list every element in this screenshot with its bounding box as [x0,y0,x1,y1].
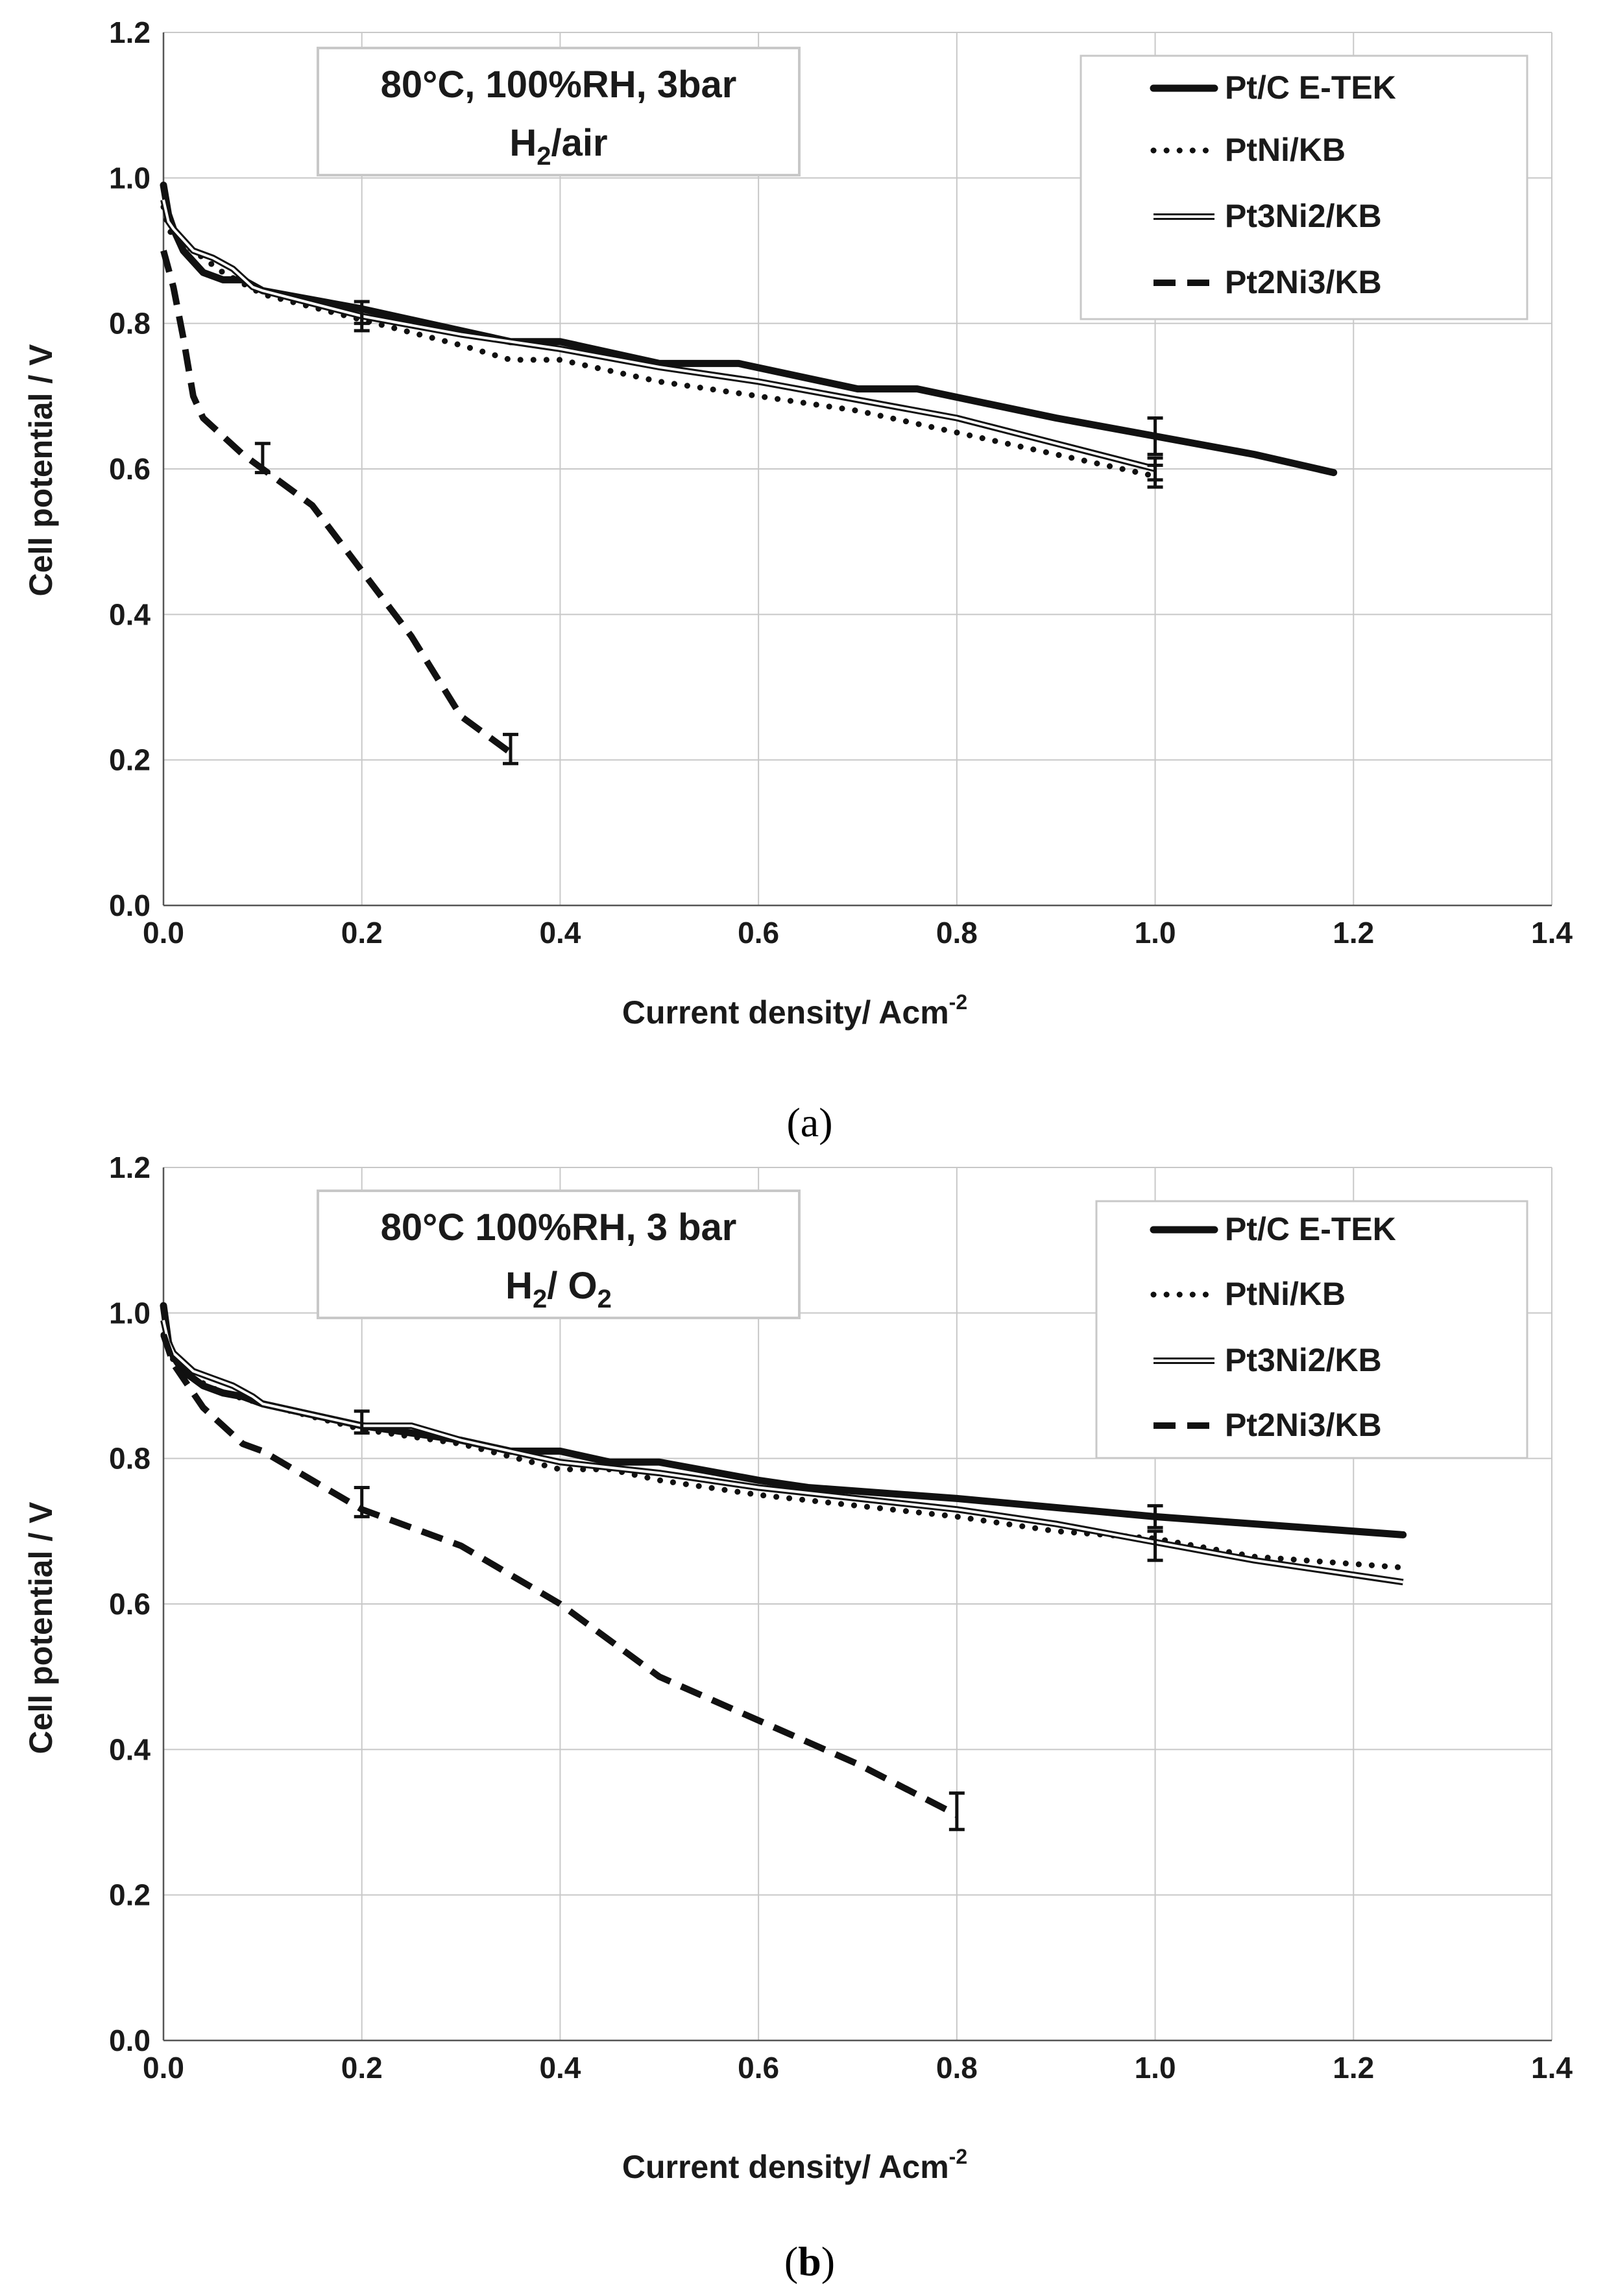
error-bar [1147,456,1163,482]
error-bars [254,300,1163,765]
y-tick-label: 0.0 [109,889,151,922]
error-bar [503,732,518,765]
y-tick-label: 1.0 [109,161,151,195]
x-tick-label: 1.4 [1531,916,1573,950]
x-tick-label: 1.2 [1333,2051,1374,2085]
x-tick-label: 0.2 [341,916,383,950]
x-tick-label: 0.4 [539,2051,581,2085]
series-line-pt2ni3-kb [160,1333,959,1818]
x-axis-label: Current density/ Acm-2 [622,2145,967,2185]
y-tick-label: 0.4 [109,1732,151,1766]
legend: Pt/C E-TEK PtNi/KB Pt3Ni2/KB Pt2Ni3/KB [1080,54,1528,320]
x-tick-label: 0.8 [936,2051,978,2085]
y-tick-label: 0.8 [109,1442,151,1476]
legend-label: Pt2Ni3/KB [1225,264,1382,300]
y-tick-label: 1.0 [109,1296,151,1330]
error-bar [354,1486,370,1518]
conditions-line-1: 80°C 100%RH, 3 bar [381,1206,737,1249]
error-bar [948,1791,965,1832]
legend-label: Pt/C E-TEK [1225,69,1396,106]
x-tick-label: 1.0 [1135,916,1176,950]
x-tick-label: 1.2 [1333,916,1374,950]
legend-label: Pt2Ni3/KB [1225,1407,1382,1443]
x-tick-label: 0.2 [341,2051,383,2085]
legend-label: Pt3Ni2/KB [1225,1342,1382,1378]
error-bars [354,1409,1163,1832]
y-tick-label: 0.8 [109,307,151,341]
error-bar [1147,1504,1163,1529]
y-tick-label: 0.2 [109,1878,151,1912]
tick-labels: 0.0 0.2 0.4 0.6 0.8 1.0 1.2 1.4 0.0 0.2 0.4 0.6 0.8 1… [109,16,1573,950]
series-line-ptni-kb [160,204,1159,479]
panel-caption-a: (a) [786,1099,832,1145]
x-tick-label: 0.6 [738,2051,779,2085]
y-axis-label: Cell potential / V [23,344,59,597]
y-tick-label: 0.6 [109,1587,151,1621]
x-tick-label: 0.4 [539,916,581,950]
series-line-pt2ni3-kb [160,250,513,756]
x-tick-label: 0.0 [143,2051,184,2085]
y-tick-label: 0.6 [109,452,151,486]
legend: Pt/C E-TEK PtNi/KB Pt3Ni2/KB Pt2Ni3/KB [1095,1200,1528,1459]
series-line-pt3ni2-kb [160,1319,1404,1586]
tick-labels: 0.0 0.2 0.4 0.6 0.8 1.0 1.2 1.4 0.0 0.2 0.4 0.6 0.8 1… [109,1151,1573,2085]
error-bar [1147,416,1163,457]
conditions-box: 80°C 100%RH, 3 bar H2/ O2 [317,1190,801,1319]
y-tick-label: 1.2 [109,1151,151,1184]
y-tick-label: 0.0 [109,2024,151,2057]
x-tick-label: 1.0 [1135,2051,1176,2085]
conditions-box: 80°C, 100%RH, 3bar H2/air [317,47,801,176]
chart-panel-b: 0.0 0.2 0.4 0.6 0.8 1.0 1.2 1.4 0.0 0.2 0.4 0.6 0.8 1… [23,1151,1573,2284]
error-bar [1147,1529,1163,1562]
error-bar [354,1409,370,1435]
error-bar [254,442,271,475]
legend-label: PtNi/KB [1225,1276,1346,1312]
y-tick-label: 1.2 [109,16,151,49]
panel-caption-b: (b) [784,2238,835,2284]
y-tick-label: 0.2 [109,743,151,777]
series-line-ptni-kb [160,1332,1407,1571]
y-tick-label: 0.4 [109,597,151,631]
legend-label: Pt/C E-TEK [1225,1211,1396,1247]
chart-panel-a: 0.0 0.2 0.4 0.6 0.8 1.0 1.2 1.4 0.0 0.2 0.4 0.6 0.8 1… [23,16,1573,1145]
legend-label: PtNi/KB [1225,132,1346,168]
x-tick-label: 0.0 [143,916,184,950]
x-tick-label: 0.8 [936,916,978,950]
conditions-line-2: H2/air [509,122,607,171]
x-tick-label: 0.6 [738,916,779,950]
x-axis-label: Current density/ Acm-2 [622,990,967,1031]
conditions-line-1: 80°C, 100%RH, 3bar [381,64,737,106]
x-tick-label: 1.4 [1531,2051,1573,2085]
error-bar [354,307,370,333]
legend-label: Pt3Ni2/KB [1225,198,1382,234]
conditions-line-2: H2/ O2 [505,1265,612,1313]
y-axis-label: Cell potential / V [23,1501,59,1754]
series-group [160,1302,1407,1818]
